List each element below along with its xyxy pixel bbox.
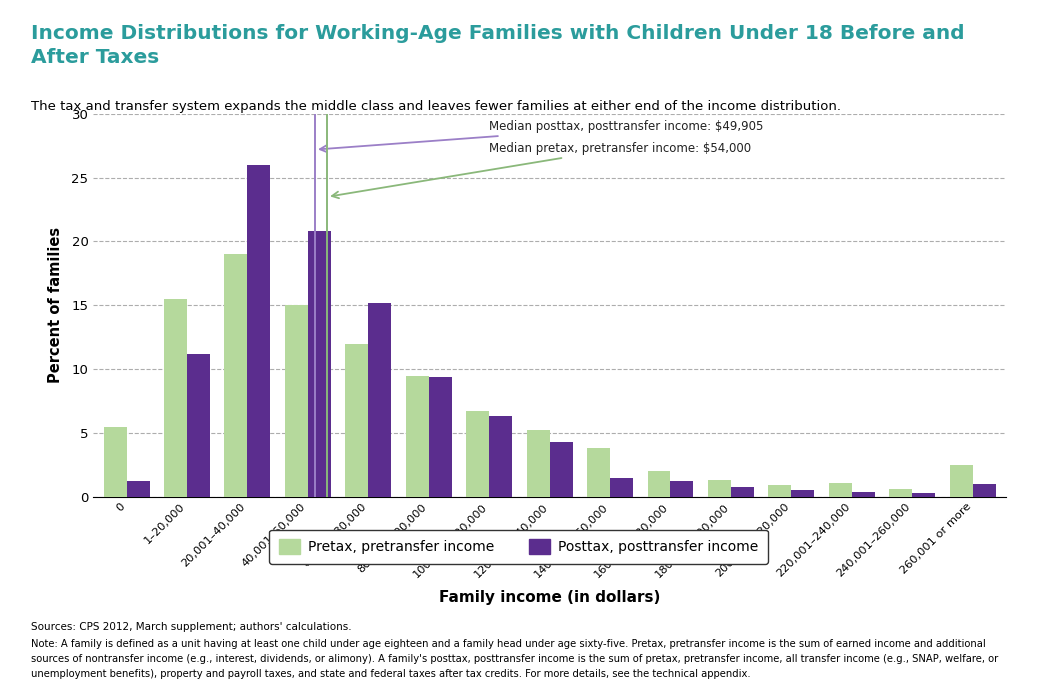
Bar	[428, 377, 452, 497]
Bar	[527, 431, 550, 497]
Bar	[890, 489, 913, 497]
Text: The tax and transfer system expands the middle class and leaves fewer families a: The tax and transfer system expands the …	[31, 100, 841, 113]
Bar	[829, 483, 851, 497]
Y-axis label: Percent of families: Percent of families	[48, 227, 63, 384]
Bar	[187, 354, 209, 497]
Bar	[164, 299, 187, 497]
Bar	[973, 484, 996, 497]
Bar	[285, 305, 308, 497]
Bar	[851, 492, 875, 497]
Text: Sources: CPS 2012, March supplement; authors' calculations.: Sources: CPS 2012, March supplement; aut…	[31, 622, 352, 632]
Bar	[768, 485, 791, 497]
Text: Median pretax, pretransfer income: $54,000: Median pretax, pretransfer income: $54,0…	[332, 142, 751, 198]
Bar	[610, 477, 633, 497]
Bar	[104, 426, 127, 497]
Bar	[405, 375, 428, 497]
Bar	[224, 254, 248, 497]
Bar	[248, 165, 271, 497]
Bar	[950, 465, 973, 497]
Text: Median posttax, posttransfer income: $49,905: Median posttax, posttransfer income: $49…	[319, 120, 763, 152]
Bar	[791, 491, 814, 497]
Bar	[913, 493, 935, 497]
Bar	[345, 344, 368, 497]
Legend: Pretax, pretransfer income, Posttax, posttransfer income: Pretax, pretransfer income, Posttax, pos…	[269, 530, 768, 564]
Bar	[308, 231, 331, 497]
Bar	[550, 442, 572, 497]
Bar	[647, 471, 671, 497]
Bar	[467, 411, 489, 497]
Text: sources of nontransfer income (e.g., interest, dividends, or alimony). A family': sources of nontransfer income (e.g., int…	[31, 654, 999, 664]
Bar	[671, 482, 694, 497]
Bar	[708, 480, 731, 497]
X-axis label: Family income (in dollars): Family income (in dollars)	[439, 591, 661, 605]
Text: Income Distributions for Working-Age Families with Children Under 18 Before and
: Income Distributions for Working-Age Fam…	[31, 24, 964, 67]
Bar	[368, 303, 391, 497]
Bar	[127, 482, 149, 497]
Text: Note: A family is defined as a unit having at least one child under age eighteen: Note: A family is defined as a unit havi…	[31, 639, 986, 649]
Bar	[587, 448, 610, 497]
Text: unemployment benefits), property and payroll taxes, and state and federal taxes : unemployment benefits), property and pay…	[31, 669, 751, 679]
Bar	[489, 416, 512, 497]
Bar	[731, 486, 754, 497]
